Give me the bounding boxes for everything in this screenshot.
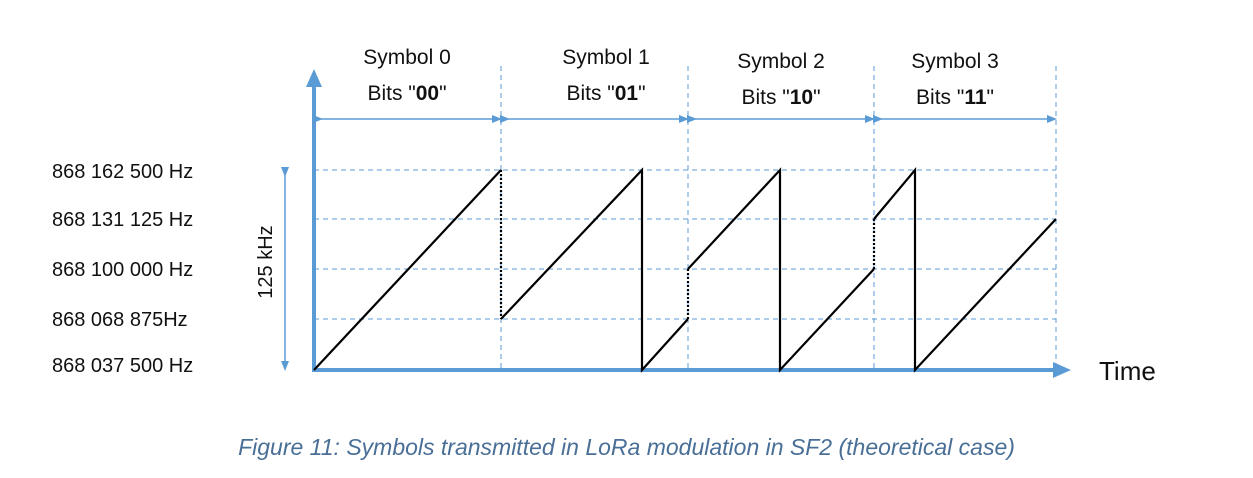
symbol-0-bits: Bits "00" xyxy=(367,82,446,105)
symbol-0-title: Symbol 0 xyxy=(363,46,451,69)
frequency-labels: 868 162 500 Hz 868 131 125 Hz 868 100 00… xyxy=(52,161,193,377)
symbol-3-title: Symbol 3 xyxy=(911,50,999,73)
chirp-symbol-2 xyxy=(687,167,875,373)
chirp-symbol-3 xyxy=(873,166,1057,373)
figure-caption: Figure 11: Symbols transmitted in LoRa m… xyxy=(238,434,1015,460)
symbol-2-title: Symbol 2 xyxy=(737,50,825,73)
freq-label-868100000: 868 100 000 Hz xyxy=(52,259,193,281)
symbol-1-bits: Bits "01" xyxy=(566,82,645,105)
time-axis-label: Time xyxy=(1099,356,1156,386)
symbol-3-bits: Bits "11" xyxy=(916,86,994,109)
symbol-2-bits: Bits "10" xyxy=(741,86,820,109)
symbol-labels: Symbol 0 Bits "00" Symbol 1 Bits "01" Sy… xyxy=(363,46,999,109)
freq-label-868162500: 868 162 500 Hz xyxy=(52,161,193,183)
chirp-symbol-0 xyxy=(313,169,502,371)
freq-label-868131125: 868 131 125 Hz xyxy=(52,209,193,231)
bandwidth-label: 125 kHz xyxy=(255,225,277,298)
chirp-waveform xyxy=(313,166,1057,373)
chirp-symbol-1 xyxy=(500,167,689,373)
freq-label-868068875: 868 068 875Hz xyxy=(52,309,188,331)
freq-label-868037500: 868 037 500 Hz xyxy=(52,355,193,377)
symbol-1-title: Symbol 1 xyxy=(562,46,650,69)
frequency-gridlines xyxy=(314,169,1056,320)
symbol-boundaries xyxy=(500,66,1057,370)
